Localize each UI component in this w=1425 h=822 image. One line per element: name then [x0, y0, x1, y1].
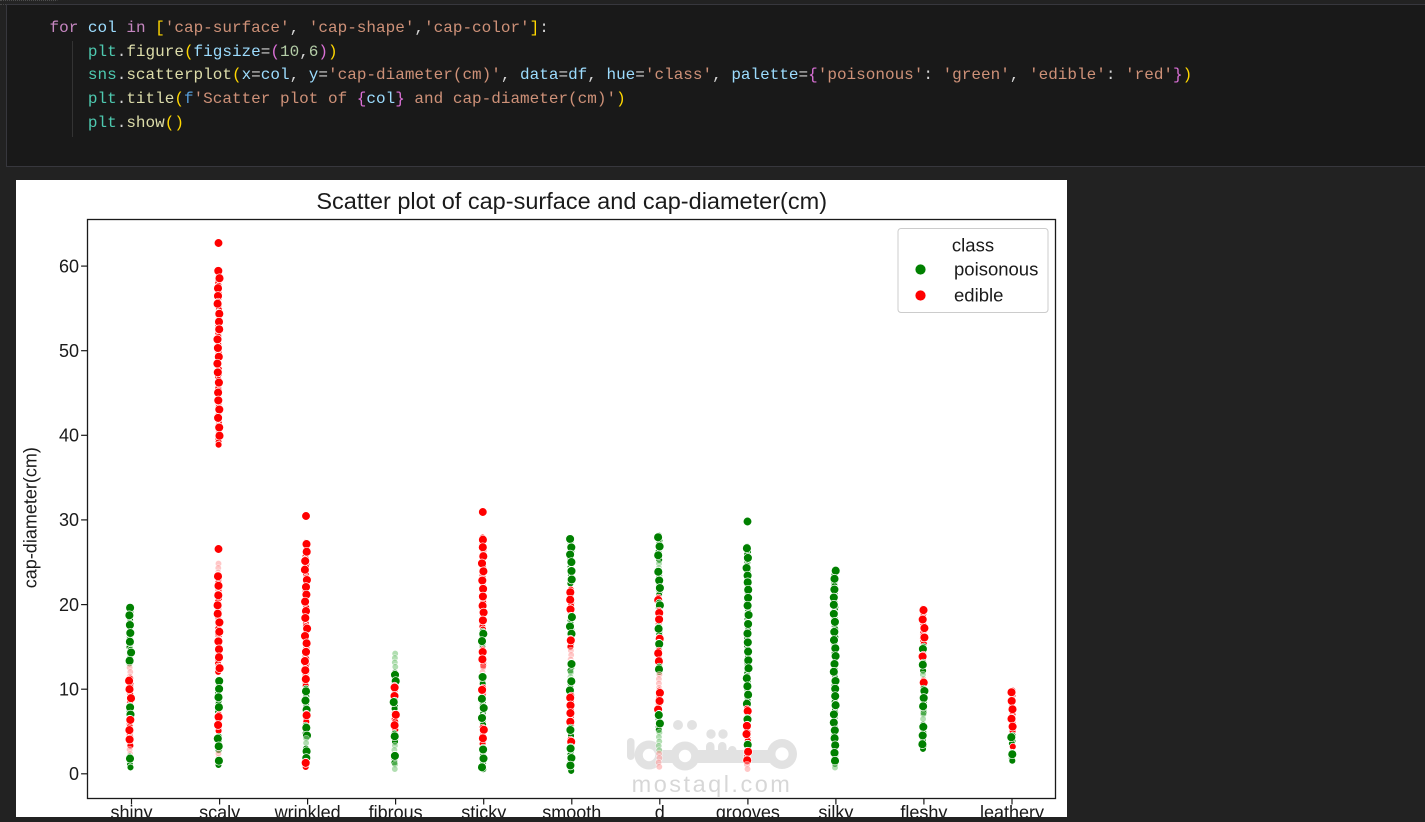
svg-text:mostaql.com: mostaql.com [632, 771, 793, 797]
svg-text:Scatter plot of cap-surface an: Scatter plot of cap-surface and cap-diam… [316, 188, 827, 214]
svg-text:20: 20 [59, 595, 79, 615]
svg-text:shiny: shiny [110, 803, 152, 818]
svg-text:fibrous: fibrous [369, 803, 423, 818]
svg-text:cap-diameter(cm): cap-diameter(cm) [20, 447, 40, 588]
svg-text:edible: edible [954, 285, 1003, 306]
svg-text:0: 0 [69, 764, 79, 784]
svg-text:silky: silky [818, 803, 853, 818]
svg-text:grooves: grooves [716, 803, 780, 818]
svg-text:fleshy: fleshy [900, 803, 947, 818]
svg-text:wrinkled: wrinkled [274, 803, 341, 818]
svg-text:class: class [952, 235, 994, 256]
svg-text:30: 30 [59, 510, 79, 530]
svg-text:60: 60 [59, 256, 79, 276]
svg-text:d: d [655, 803, 665, 818]
svg-text:scaly: scaly [199, 803, 240, 818]
svg-text:sticky: sticky [461, 803, 506, 818]
svg-text:40: 40 [59, 426, 79, 446]
svg-text:smooth: smooth [542, 803, 601, 818]
svg-text:leathery: leathery [980, 803, 1044, 818]
svg-text:poisonous: poisonous [954, 259, 1038, 280]
svg-text:50: 50 [59, 341, 79, 361]
svg-text:10: 10 [59, 680, 79, 700]
